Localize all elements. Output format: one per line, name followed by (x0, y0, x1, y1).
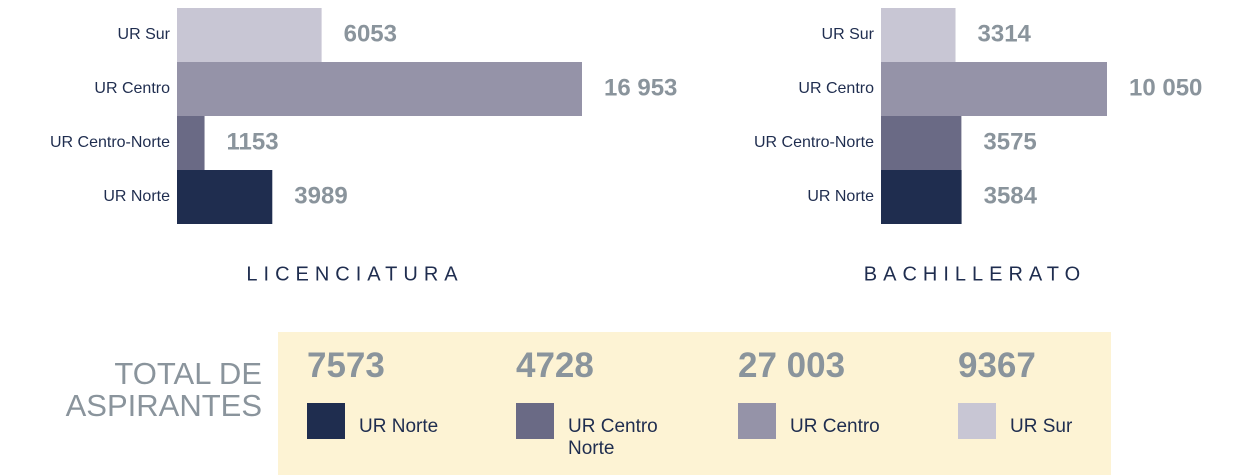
category-label: UR Sur (118, 26, 171, 43)
bar (177, 8, 322, 62)
totals-title: TOTAL DE ASPIRANTES (65, 356, 262, 423)
legend-label: UR Centro (790, 416, 880, 437)
legend-label: UR Sur (1010, 416, 1073, 437)
legend-swatch (738, 403, 776, 439)
total-item: 7573 UR Norte (307, 346, 507, 439)
value-label: 16 953 (604, 74, 677, 101)
category-label: UR Centro (798, 80, 874, 97)
total-item: 4728 UR Centro Norte (516, 346, 716, 459)
chart-title: LICENCIATURA (246, 263, 463, 285)
category-label: UR Norte (807, 188, 874, 205)
bar (177, 116, 205, 170)
value-label: 3584 (984, 182, 1038, 209)
totals-panel: 7573 UR Norte 4728 UR Centro Norte 27 003 UR … (278, 332, 1111, 475)
value-label: 6053 (344, 20, 397, 47)
total-item: 9367 UR Sur (958, 346, 1158, 439)
charts: LICENCIATURA UR Sur 6053 UR Centro 16 953 UR … (50, 8, 1202, 285)
legend-swatch (958, 403, 996, 439)
legend-label: UR Centro Norte (568, 416, 658, 459)
legend-swatch (516, 403, 554, 439)
value-label: 3989 (294, 182, 347, 209)
legend-swatch (307, 403, 345, 439)
bar (881, 8, 956, 62)
value-label: 3314 (978, 20, 1032, 47)
value-label: 3575 (983, 128, 1036, 155)
legend-label: UR Norte (359, 416, 439, 437)
category-label: UR Norte (103, 188, 170, 205)
chart-title: BACHILLERATO (864, 263, 1086, 285)
bar (881, 170, 962, 224)
bar (881, 62, 1107, 116)
total-value: 4728 (516, 346, 594, 385)
bar (177, 170, 273, 224)
category-label: UR Centro-Norte (754, 134, 874, 151)
category-label: UR Centro-Norte (50, 134, 170, 151)
bar (881, 116, 962, 170)
category-label: UR Centro (94, 80, 170, 97)
value-label: 1153 (227, 128, 279, 155)
category-label: UR Sur (822, 26, 875, 43)
bar (177, 62, 582, 116)
value-label: 10 050 (1129, 74, 1202, 101)
total-value: 27 003 (738, 346, 846, 385)
total-item: 27 003 UR Centro (738, 346, 938, 439)
total-value: 9367 (958, 346, 1036, 385)
total-value: 7573 (307, 346, 385, 385)
